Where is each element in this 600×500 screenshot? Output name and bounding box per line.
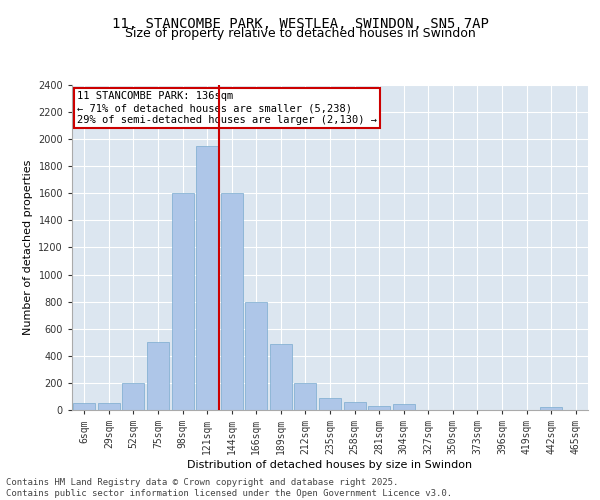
Text: Contains HM Land Registry data © Crown copyright and database right 2025.
Contai: Contains HM Land Registry data © Crown c… [6, 478, 452, 498]
Bar [221, 194, 243, 410]
Bar [122, 383, 145, 410]
Bar [98, 403, 120, 410]
X-axis label: Distribution of detached houses by size in Swindon: Distribution of detached houses by size … [187, 460, 473, 470]
Y-axis label: Number of detached properties: Number of detached properties [23, 160, 32, 335]
Bar [295, 383, 316, 410]
Bar [147, 342, 169, 410]
Text: 11, STANCOMBE PARK, WESTLEA, SWINDON, SN5 7AP: 11, STANCOMBE PARK, WESTLEA, SWINDON, SN… [112, 18, 488, 32]
Text: 11 STANCOMBE PARK: 136sqm
← 71% of detached houses are smaller (5,238)
29% of se: 11 STANCOMBE PARK: 136sqm ← 71% of detac… [77, 92, 377, 124]
Bar [540, 408, 562, 410]
Bar [368, 406, 390, 410]
Text: Size of property relative to detached houses in Swindon: Size of property relative to detached ho… [125, 28, 475, 40]
Bar [344, 402, 365, 410]
Bar [392, 404, 415, 410]
Bar [73, 403, 95, 410]
Bar [245, 302, 268, 410]
Bar [319, 398, 341, 410]
Bar [196, 146, 218, 410]
Bar [270, 344, 292, 410]
Bar [172, 194, 194, 410]
